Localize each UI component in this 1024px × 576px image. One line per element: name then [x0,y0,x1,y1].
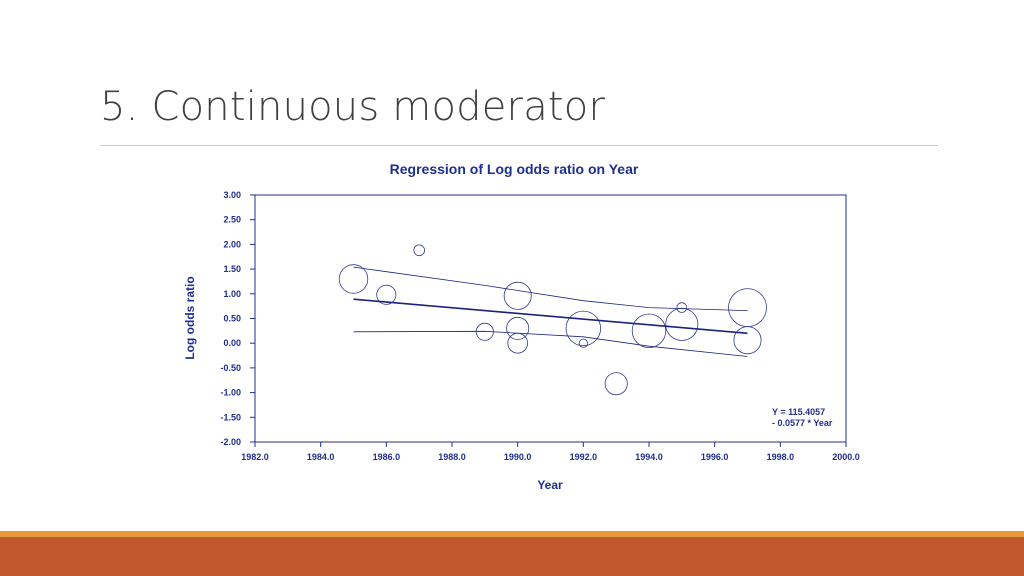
y-tick-label: -1.00 [220,388,241,398]
footer-bar [0,537,1024,576]
equation-line-2: - 0.0577 * Year [772,418,833,428]
y-tick-label: -1.50 [220,412,241,422]
x-tick-label: 2000.0 [832,452,860,462]
y-tick-label: 2.50 [223,215,241,225]
chart-svg: Regression of Log odds ratio on Year 3.0… [183,161,860,492]
data-point [506,316,530,340]
y-tick-label: 1.00 [223,289,241,299]
title-divider [100,145,938,146]
x-tick-label: 1988.0 [438,452,466,462]
x-axis: 1982.0 1984.0 1986.0 1988.0 1990.0 1992.0 1994… [241,442,860,462]
slide-title: 5. Continuous moderator [100,84,606,130]
y-tick-label: -2.00 [220,437,241,447]
data-point [578,338,588,348]
data-point [376,284,397,305]
y-axis: 3.00 2.50 2.00 1.50 1.00 0.50 0.00 -0.50 -1.00 -1… [220,190,255,447]
equation-line-1: Y = 115.4057 [772,407,825,417]
regression-line-group [353,298,748,335]
data-points [338,244,767,396]
data-point [665,307,699,341]
regression-chart: Regression of Log odds ratio on Year 3.0… [170,155,880,500]
y-tick-label: 2.00 [223,239,241,249]
x-tick-label: 1994.0 [635,452,663,462]
x-tick-label: 1984.0 [307,452,335,462]
data-point [503,281,532,310]
x-tick-label: 1986.0 [373,452,401,462]
x-tick-label: 1998.0 [767,452,795,462]
y-tick-label: 0.50 [223,314,241,324]
x-tick-label: 1990.0 [504,452,532,462]
data-point [475,322,494,341]
plot-area [254,194,847,443]
footer-accent-stripe [0,531,1024,537]
ci-lower-line [353,330,748,357]
y-tick-label: 1.50 [223,264,241,274]
data-point [338,264,369,294]
data-point [676,302,688,313]
regression-line [353,298,748,335]
data-point [604,372,628,396]
x-tick-label: 1982.0 [241,452,269,462]
data-point [631,313,667,348]
chart-title: Regression of Log odds ratio on Year [390,161,639,177]
y-tick-label: 0.00 [223,338,241,348]
data-point [507,332,529,354]
x-axis-label: Year [537,478,563,492]
data-point [413,244,426,257]
data-point [565,310,601,347]
x-tick-label: 1996.0 [701,452,729,462]
data-point [733,326,762,355]
x-tick-label: 1992.0 [570,452,598,462]
y-tick-label: 3.00 [223,190,241,200]
y-tick-label: -0.50 [220,363,241,373]
y-axis-label: Log odds ratio [183,276,197,359]
